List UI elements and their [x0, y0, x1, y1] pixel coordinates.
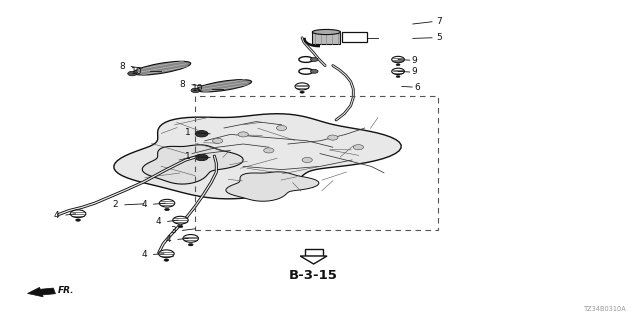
Polygon shape: [300, 256, 327, 264]
Ellipse shape: [133, 61, 191, 75]
Circle shape: [353, 145, 364, 150]
Circle shape: [164, 259, 169, 261]
Bar: [342, 32, 367, 42]
Bar: [195, 96, 438, 230]
Text: 4: 4: [166, 235, 172, 244]
Circle shape: [76, 219, 81, 221]
Text: 4: 4: [156, 217, 161, 226]
Circle shape: [238, 132, 248, 137]
Circle shape: [396, 76, 400, 77]
Circle shape: [392, 68, 404, 75]
Text: B-3-15: B-3-15: [289, 269, 338, 282]
Polygon shape: [114, 114, 401, 199]
Text: FR.: FR.: [58, 286, 74, 295]
Text: 8: 8: [119, 62, 125, 71]
Circle shape: [128, 71, 137, 76]
Circle shape: [188, 244, 193, 246]
Text: TZ34B0310A: TZ34B0310A: [584, 306, 627, 312]
Polygon shape: [142, 145, 243, 184]
Text: 5: 5: [436, 33, 442, 42]
Circle shape: [191, 88, 200, 92]
Circle shape: [328, 135, 338, 140]
Text: 1: 1: [185, 152, 191, 161]
Bar: [312, 32, 340, 44]
Text: 9: 9: [412, 68, 417, 76]
Circle shape: [159, 199, 175, 207]
Circle shape: [295, 83, 309, 90]
Text: 4: 4: [54, 211, 60, 220]
Circle shape: [195, 131, 208, 137]
Text: 2: 2: [113, 200, 118, 209]
Circle shape: [310, 58, 318, 61]
Bar: [305, 249, 323, 256]
Text: 9: 9: [412, 56, 417, 65]
Polygon shape: [226, 172, 319, 201]
Circle shape: [178, 225, 183, 228]
Circle shape: [183, 235, 198, 242]
Text: 6: 6: [414, 83, 420, 92]
Circle shape: [195, 154, 208, 161]
Text: 10: 10: [192, 84, 204, 93]
Ellipse shape: [312, 29, 340, 35]
Text: 7: 7: [436, 17, 442, 26]
Ellipse shape: [196, 80, 252, 92]
Circle shape: [302, 157, 312, 163]
FancyArrow shape: [28, 287, 56, 297]
Circle shape: [310, 69, 318, 73]
Circle shape: [212, 138, 223, 143]
Circle shape: [70, 210, 86, 218]
Text: 4: 4: [141, 250, 147, 259]
Text: 1: 1: [185, 128, 191, 137]
Circle shape: [276, 125, 287, 131]
Text: 8: 8: [180, 80, 186, 89]
Text: 10: 10: [131, 67, 142, 76]
Circle shape: [164, 208, 170, 211]
Circle shape: [300, 91, 305, 93]
Circle shape: [396, 64, 400, 66]
Circle shape: [264, 148, 274, 153]
Circle shape: [173, 216, 188, 224]
Circle shape: [159, 250, 174, 258]
Text: 3: 3: [170, 226, 176, 235]
Text: 4: 4: [141, 200, 147, 209]
Circle shape: [392, 56, 404, 63]
